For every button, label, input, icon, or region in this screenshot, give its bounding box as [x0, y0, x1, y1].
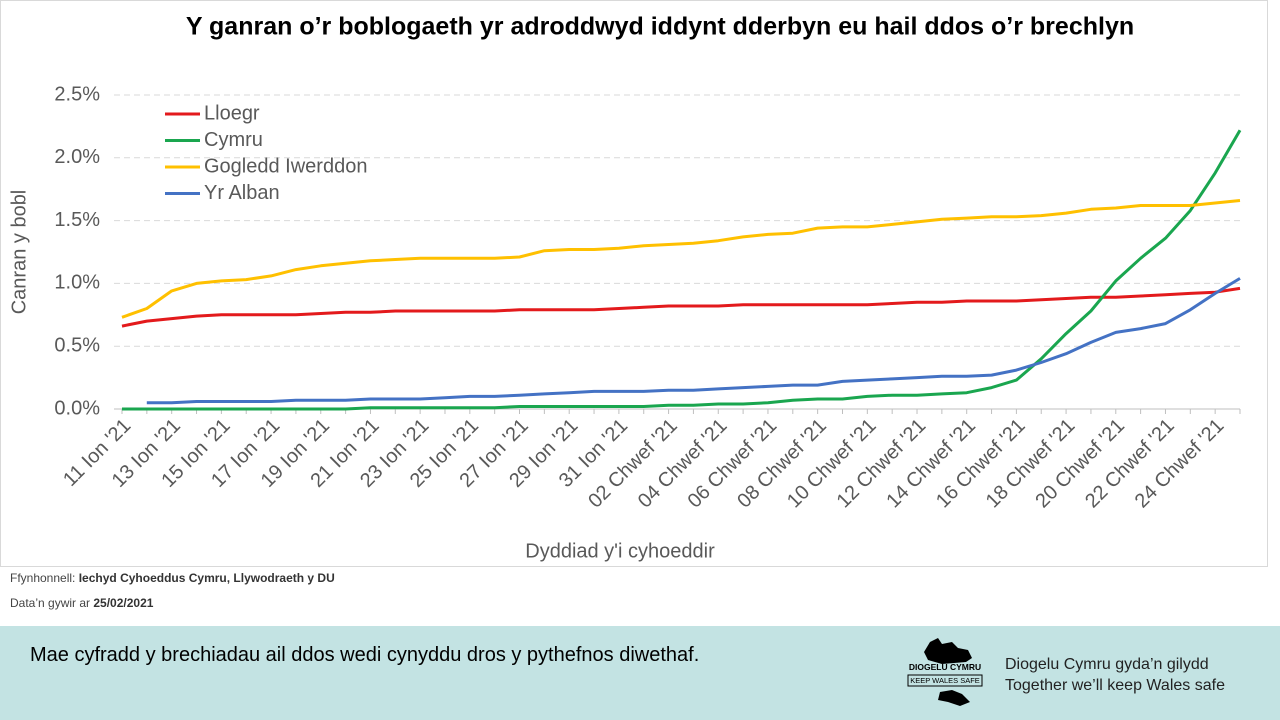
series-line	[121, 199, 1241, 319]
logo-dragon	[924, 638, 972, 664]
source-note: Ffynhonnell: Iechyd Cyhoeddus Cymru, Lly…	[10, 571, 335, 585]
series-line	[122, 129, 1242, 411]
y-tick-label: 1.5%	[54, 209, 100, 231]
y-tick-label: 0.5%	[54, 334, 100, 356]
date-note: Data’n gywir ar 25/02/2021	[10, 596, 153, 610]
legend-label: Lloegr	[204, 102, 260, 124]
logo-dragon-tail	[938, 690, 970, 706]
y-axis-title: Canran y bobl	[8, 190, 30, 315]
y-tick-label: 2.0%	[54, 146, 100, 168]
source: Iechyd Cyhoeddus Cymru, Llywodraeth y DU	[78, 571, 335, 585]
legend-label: Gogledd Iwerddon	[204, 155, 367, 177]
date: 25/02/2021	[93, 596, 154, 610]
y-tick-label: 0.0%	[54, 397, 100, 419]
y-tick-label: 1.0%	[54, 272, 100, 294]
chart: Y ganran o’r boblogaeth yr adroddwyd idd…	[0, 0, 1268, 567]
logo-box	[907, 674, 983, 687]
date-label: Data’n gywir ar	[10, 596, 91, 610]
tagline-cy: Diogelu Cymru gyda’n gilydd	[1005, 656, 1209, 673]
logo-bottom: KEEP WALES SAFE	[910, 676, 980, 685]
y-tick-label: 2.5%	[54, 83, 100, 105]
banner-message: Mae cyfradd y brechiadau ail ddos wedi c…	[30, 644, 700, 666]
source-label: Ffynhonnell:	[10, 571, 76, 585]
tagline-en: Together we’ll keep Wales safe	[1005, 677, 1225, 694]
series-line	[121, 286, 1241, 328]
legend-label: Cymru	[204, 129, 263, 151]
logo-top: DIOGELU CYMRU	[909, 662, 981, 672]
banner: Mae cyfradd y brechiadau ail ddos wedi c…	[0, 626, 1280, 720]
chart-frame	[0, 0, 1268, 567]
logo: DIOGELU CYMRU KEEP WALES SAFE	[907, 638, 983, 706]
series-line	[146, 277, 1241, 405]
legend-label: Yr Alban	[204, 182, 280, 204]
chart-title: Y ganran o’r boblogaeth yr adroddwyd idd…	[186, 13, 1134, 41]
x-axis-title: Dyddiad y'i cyhoeddir	[525, 540, 715, 562]
tagline: Diogelu Cymru gyda’n gilydd Together we’…	[1005, 654, 1225, 696]
